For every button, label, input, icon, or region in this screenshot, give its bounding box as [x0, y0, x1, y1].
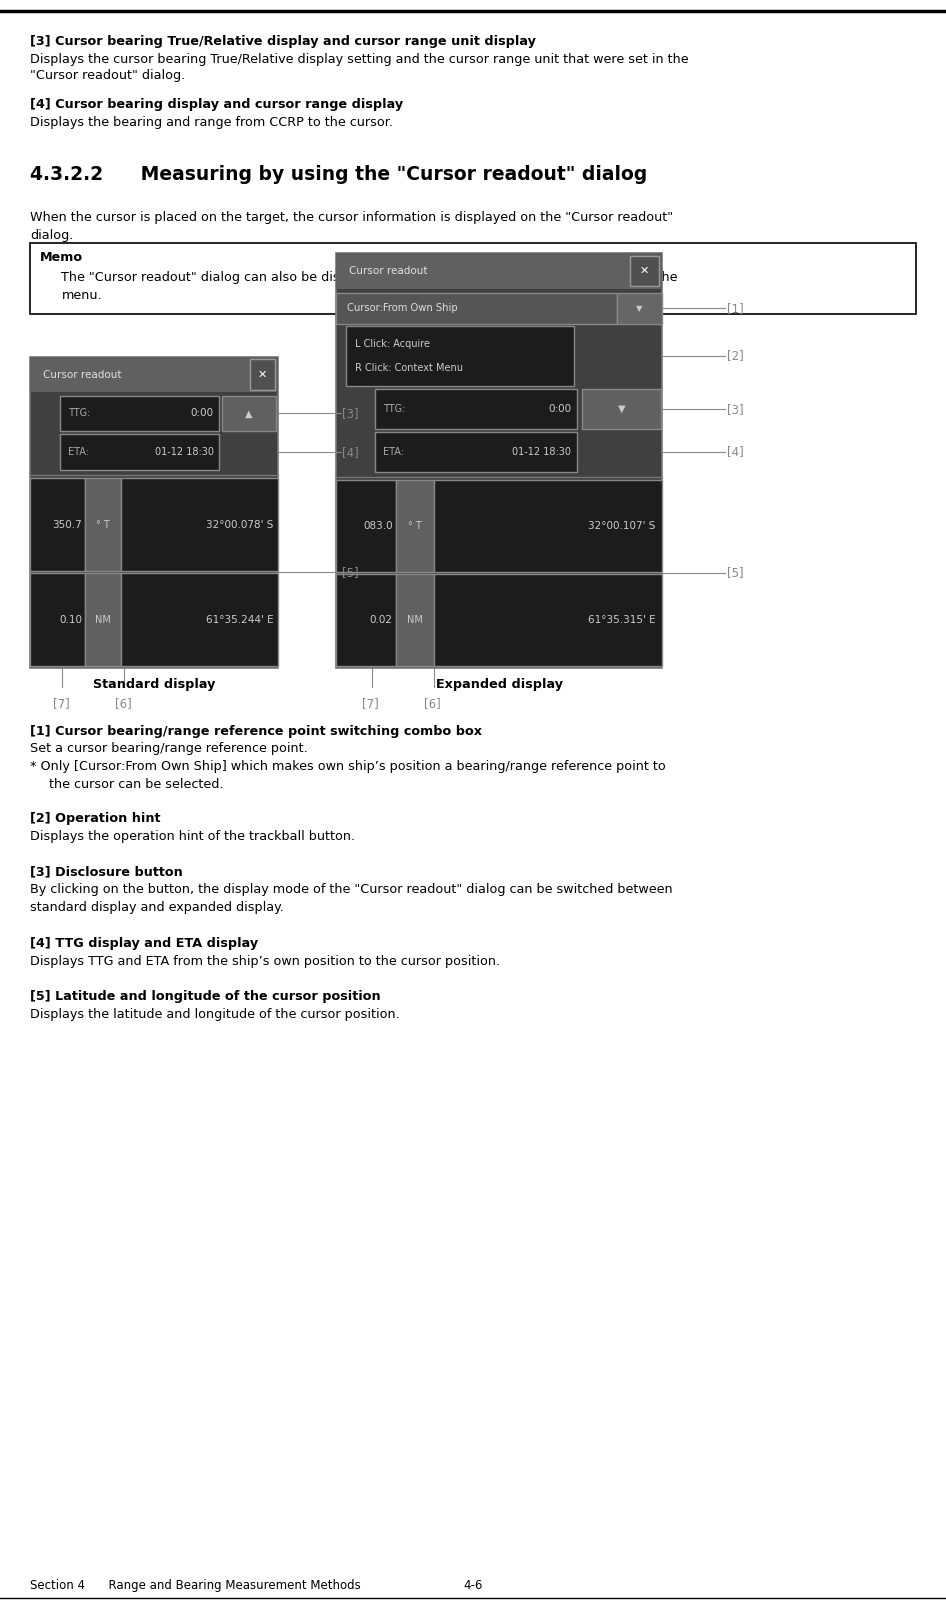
Text: Standard display: Standard display	[93, 678, 216, 691]
Text: ▼: ▼	[636, 303, 642, 313]
Text: TTG:: TTG:	[383, 404, 406, 413]
FancyBboxPatch shape	[630, 256, 659, 287]
Text: 0.02: 0.02	[370, 614, 393, 626]
Text: By clicking on the button, the display mode of the "Cursor readout" dialog can b: By clicking on the button, the display m…	[30, 883, 673, 896]
Text: dialog.: dialog.	[30, 229, 74, 242]
Text: NM: NM	[95, 614, 111, 624]
Text: 61°35.315' E: 61°35.315' E	[587, 614, 656, 626]
Text: [6]: [6]	[424, 697, 441, 710]
Text: the cursor can be selected.: the cursor can be selected.	[49, 778, 223, 791]
Text: ▼: ▼	[618, 404, 625, 413]
Text: [5] Latitude and longitude of the cursor position: [5] Latitude and longitude of the cursor…	[30, 990, 381, 1003]
FancyBboxPatch shape	[336, 480, 396, 572]
Text: 01-12 18:30: 01-12 18:30	[155, 447, 214, 457]
FancyBboxPatch shape	[375, 389, 577, 430]
Text: Memo: Memo	[40, 251, 83, 264]
Text: [3]: [3]	[342, 407, 359, 420]
FancyBboxPatch shape	[582, 389, 660, 430]
Text: NM: NM	[407, 614, 423, 626]
Text: [3] Disclosure button: [3] Disclosure button	[30, 866, 183, 879]
Text: [6]: [6]	[115, 697, 131, 710]
Text: [2] Operation hint: [2] Operation hint	[30, 812, 161, 825]
FancyBboxPatch shape	[121, 478, 278, 571]
FancyBboxPatch shape	[336, 574, 396, 666]
FancyBboxPatch shape	[85, 572, 121, 666]
Text: 32°00.078' S: 32°00.078' S	[206, 520, 273, 530]
FancyBboxPatch shape	[30, 357, 278, 392]
FancyBboxPatch shape	[121, 572, 278, 666]
Text: 0:00: 0:00	[191, 408, 214, 418]
FancyBboxPatch shape	[345, 326, 574, 386]
Text: Cursor:From Own Ship: Cursor:From Own Ship	[347, 303, 458, 313]
Text: 32°00.107' S: 32°00.107' S	[588, 520, 656, 532]
Text: 083.0: 083.0	[363, 520, 393, 532]
Text: ° T: ° T	[96, 520, 110, 530]
FancyBboxPatch shape	[375, 433, 577, 472]
Text: "Cursor readout" dialog.: "Cursor readout" dialog.	[30, 68, 185, 83]
Text: 01-12 18:30: 01-12 18:30	[513, 447, 571, 457]
FancyBboxPatch shape	[396, 480, 433, 572]
FancyBboxPatch shape	[60, 434, 219, 470]
Text: R Click: Context Menu: R Click: Context Menu	[356, 363, 464, 373]
Text: 4-6: 4-6	[464, 1579, 482, 1592]
FancyBboxPatch shape	[396, 574, 433, 666]
Text: [2]: [2]	[727, 350, 744, 363]
FancyBboxPatch shape	[30, 243, 916, 314]
Text: Displays TTG and ETA from the ship’s own position to the cursor position.: Displays TTG and ETA from the ship’s own…	[30, 955, 500, 968]
FancyBboxPatch shape	[336, 253, 662, 290]
FancyBboxPatch shape	[617, 293, 662, 324]
Text: Expanded display: Expanded display	[436, 678, 563, 691]
Text: ° T: ° T	[408, 520, 422, 532]
Text: ✕: ✕	[639, 266, 649, 276]
Text: [4] TTG display and ETA display: [4] TTG display and ETA display	[30, 937, 258, 950]
Text: ✕: ✕	[257, 370, 267, 379]
FancyBboxPatch shape	[85, 478, 121, 571]
Text: [5]: [5]	[342, 566, 359, 579]
FancyBboxPatch shape	[30, 572, 85, 666]
Text: [1]: [1]	[727, 302, 744, 314]
Text: ▲: ▲	[245, 408, 253, 418]
Text: [4]: [4]	[342, 446, 359, 459]
Text: 0.10: 0.10	[59, 614, 82, 624]
Text: [1] Cursor bearing/range reference point switching combo box: [1] Cursor bearing/range reference point…	[30, 725, 482, 738]
Text: Displays the cursor bearing True/Relative display setting and the cursor range u: Displays the cursor bearing True/Relativ…	[30, 53, 689, 66]
Text: Displays the latitude and longitude of the cursor position.: Displays the latitude and longitude of t…	[30, 1008, 400, 1021]
FancyBboxPatch shape	[250, 360, 275, 389]
Text: Displays the operation hint of the trackball button.: Displays the operation hint of the track…	[30, 830, 356, 843]
Text: [3] Cursor bearing True/Relative display and cursor range unit display: [3] Cursor bearing True/Relative display…	[30, 34, 536, 49]
Text: TTG:: TTG:	[68, 408, 90, 418]
Text: Section 4  Range and Bearing Measurement Methods: Section 4 Range and Bearing Measurement …	[30, 1579, 361, 1592]
Text: Cursor readout: Cursor readout	[43, 370, 121, 379]
Text: * Only [Cursor:From Own Ship] which makes own ship’s position a bearing/range re: * Only [Cursor:From Own Ship] which make…	[30, 760, 666, 773]
Text: 350.7: 350.7	[52, 520, 82, 530]
Text: [7]: [7]	[362, 697, 379, 710]
Text: Cursor readout: Cursor readout	[349, 266, 428, 276]
FancyBboxPatch shape	[30, 478, 85, 571]
Text: [4]: [4]	[727, 446, 744, 459]
Text: [3]: [3]	[727, 402, 744, 415]
FancyBboxPatch shape	[30, 357, 278, 668]
Text: 61°35.244' E: 61°35.244' E	[206, 614, 273, 624]
Text: [7]: [7]	[53, 697, 70, 710]
Text: ETA:: ETA:	[383, 447, 404, 457]
Text: 0:00: 0:00	[548, 404, 571, 413]
Text: Set a cursor bearing/range reference point.: Set a cursor bearing/range reference poi…	[30, 742, 308, 755]
FancyBboxPatch shape	[433, 574, 662, 666]
Text: 4.3.2.2  Measuring by using the "Cursor readout" dialog: 4.3.2.2 Measuring by using the "Cursor r…	[30, 165, 647, 185]
FancyBboxPatch shape	[336, 253, 662, 668]
FancyBboxPatch shape	[433, 480, 662, 572]
FancyBboxPatch shape	[222, 396, 275, 431]
Text: [5]: [5]	[727, 566, 744, 580]
Text: L Click: Acquire: L Click: Acquire	[356, 339, 430, 349]
Text: The "Cursor readout" dialog can also be displayed by selecting [Tools] - [Cursor: The "Cursor readout" dialog can also be …	[61, 271, 678, 284]
Text: standard display and expanded display.: standard display and expanded display.	[30, 901, 284, 914]
Text: [4] Cursor bearing display and cursor range display: [4] Cursor bearing display and cursor ra…	[30, 97, 403, 112]
Text: When the cursor is placed on the target, the cursor information is displayed on : When the cursor is placed on the target,…	[30, 211, 674, 224]
Text: Displays the bearing and range from CCRP to the cursor.: Displays the bearing and range from CCRP…	[30, 117, 394, 130]
FancyBboxPatch shape	[336, 293, 617, 324]
Text: menu.: menu.	[61, 289, 102, 302]
FancyBboxPatch shape	[60, 396, 219, 431]
Text: ETA:: ETA:	[68, 447, 89, 457]
